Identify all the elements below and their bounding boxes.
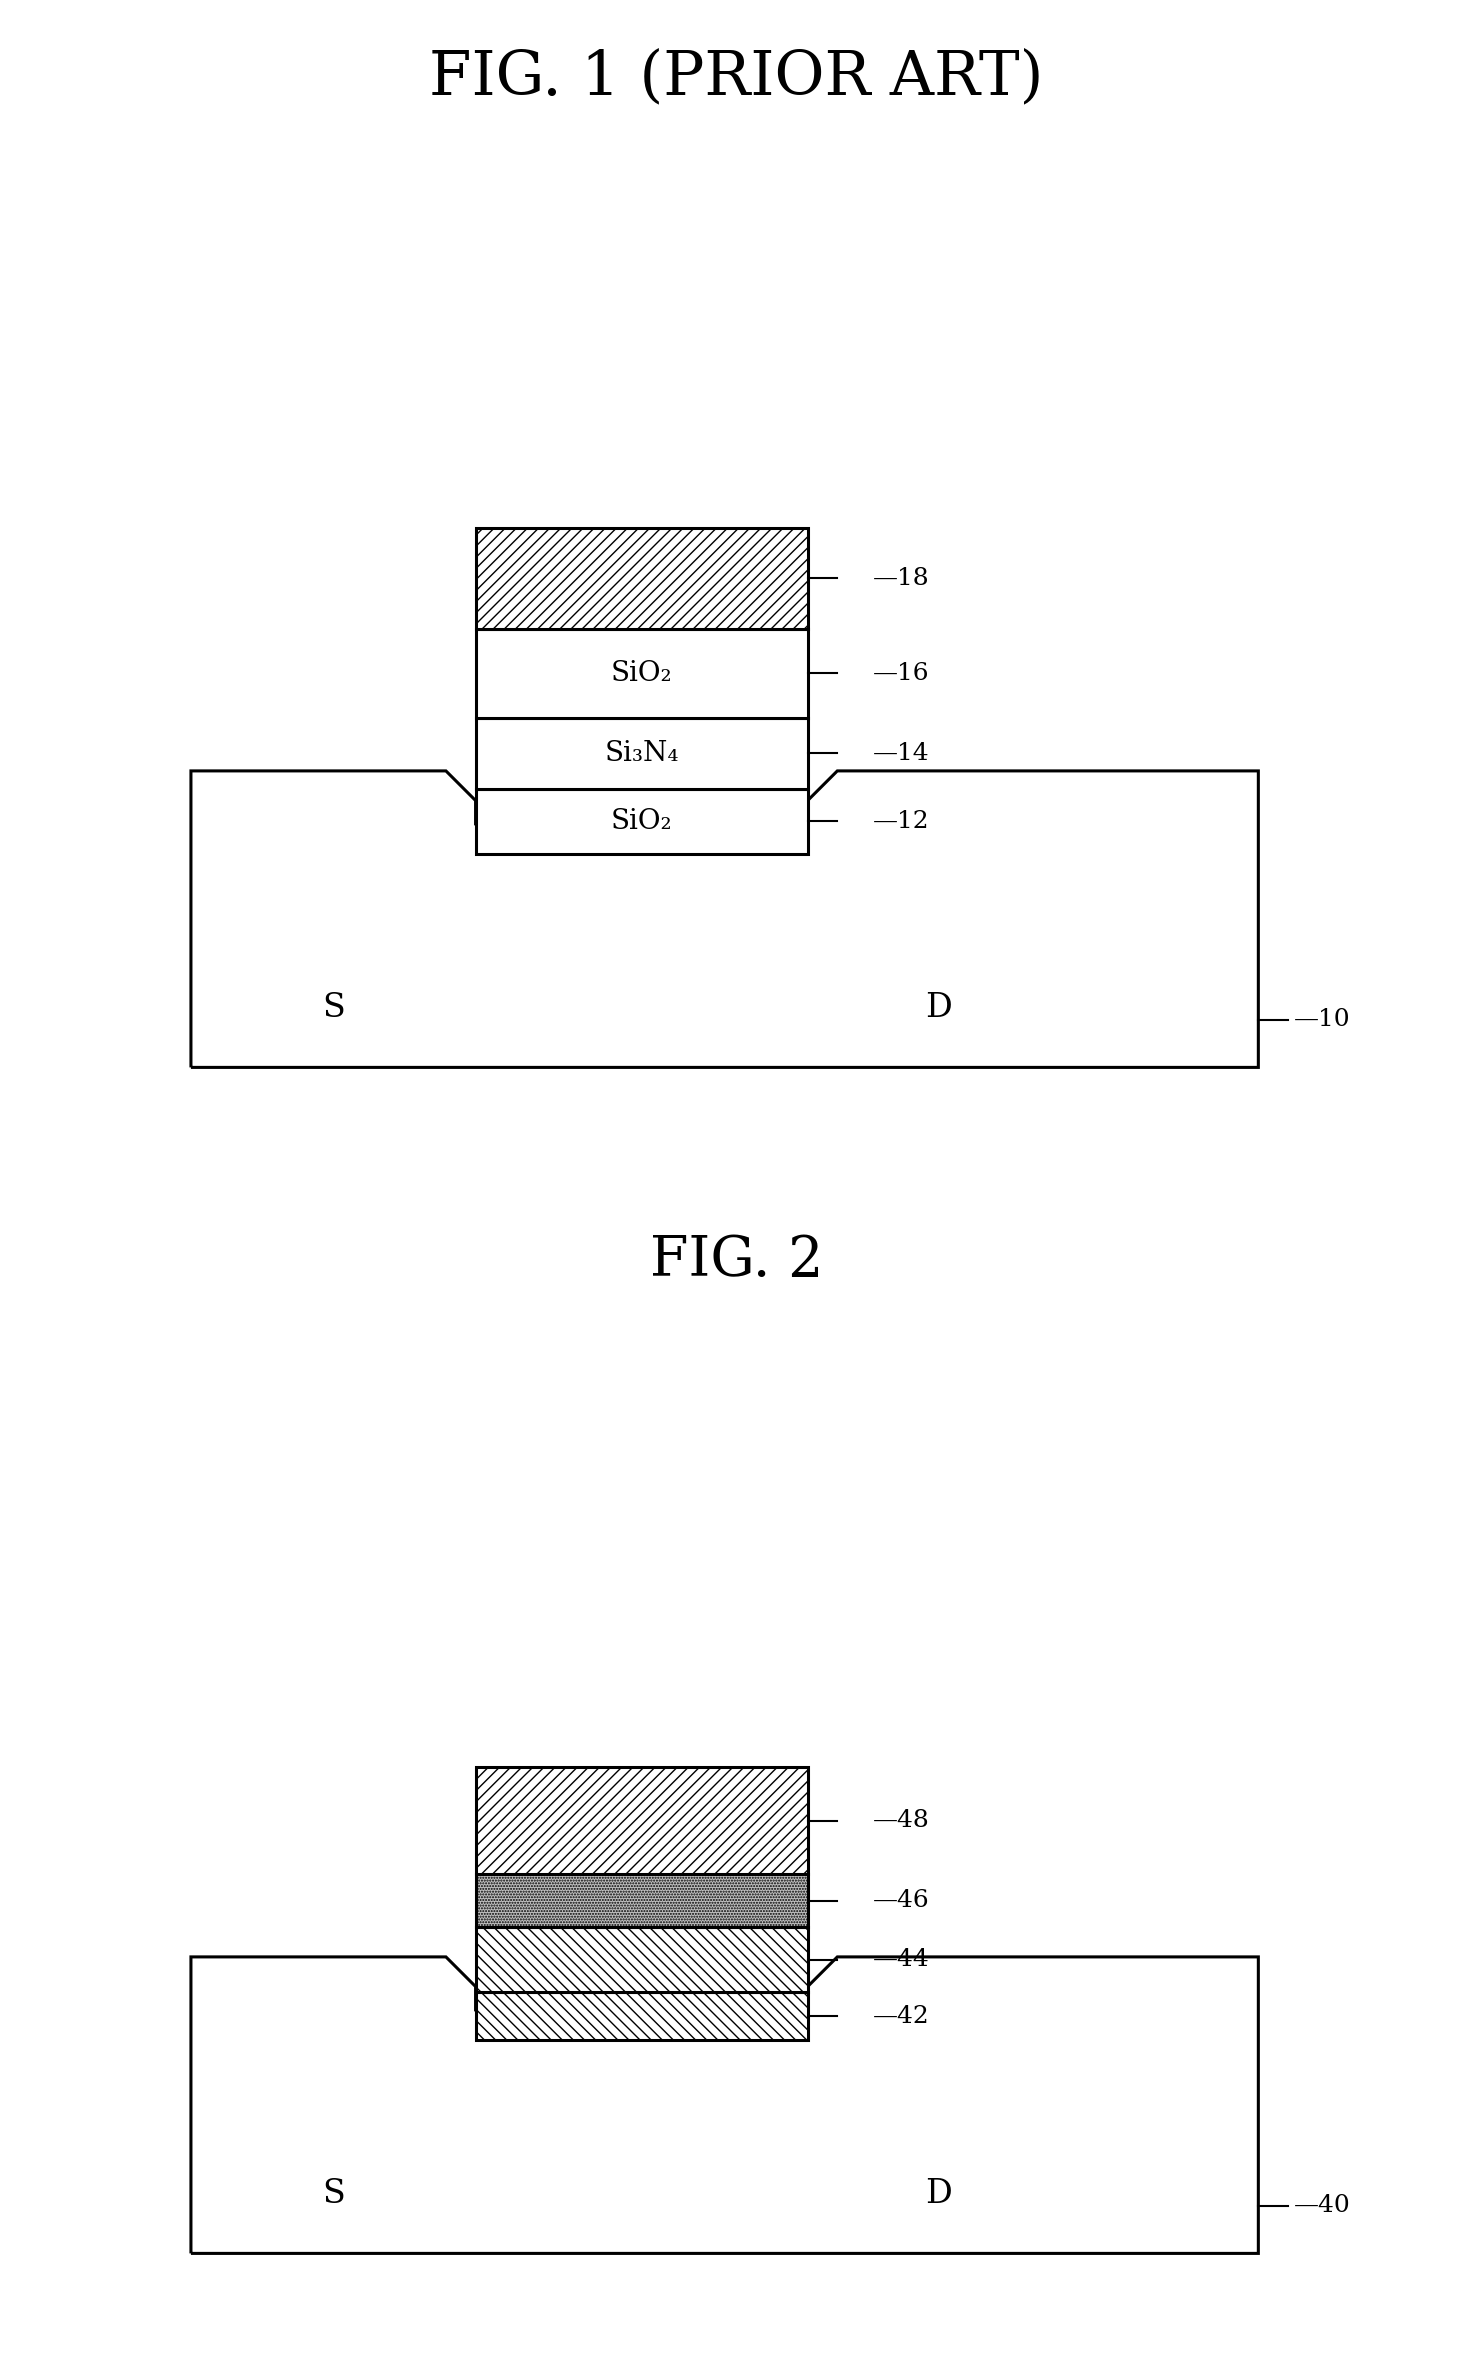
Text: —48: —48 <box>873 1810 929 1831</box>
Bar <box>476 716 807 788</box>
Text: FIG. 2: FIG. 2 <box>650 1233 823 1288</box>
Bar <box>476 1874 807 1926</box>
Text: —42: —42 <box>873 2004 929 2028</box>
PathPatch shape <box>191 771 1258 1067</box>
Bar <box>476 788 807 854</box>
Text: SiO₂: SiO₂ <box>611 659 673 686</box>
Text: —10: —10 <box>1293 1008 1351 1032</box>
Text: —46: —46 <box>873 1888 929 1912</box>
Text: FIG. 1 (PRIOR ART): FIG. 1 (PRIOR ART) <box>429 47 1044 107</box>
Text: D: D <box>925 991 952 1025</box>
Text: S: S <box>321 2177 345 2211</box>
Bar <box>476 1926 807 1992</box>
Text: —14: —14 <box>873 742 929 764</box>
Text: —18: —18 <box>873 567 929 591</box>
Bar <box>476 1992 807 2040</box>
Text: S: S <box>321 991 345 1025</box>
Bar <box>476 529 807 629</box>
Text: SiO₂: SiO₂ <box>611 809 673 835</box>
Text: Si₃N₄: Si₃N₄ <box>604 740 679 766</box>
Bar <box>476 629 807 716</box>
Text: —16: —16 <box>873 662 929 686</box>
Text: —40: —40 <box>1293 2194 1351 2218</box>
Text: —12: —12 <box>873 809 929 833</box>
Bar <box>476 1767 807 1874</box>
Text: D: D <box>925 2177 952 2211</box>
Text: —44: —44 <box>873 1947 929 1971</box>
PathPatch shape <box>191 1957 1258 2253</box>
